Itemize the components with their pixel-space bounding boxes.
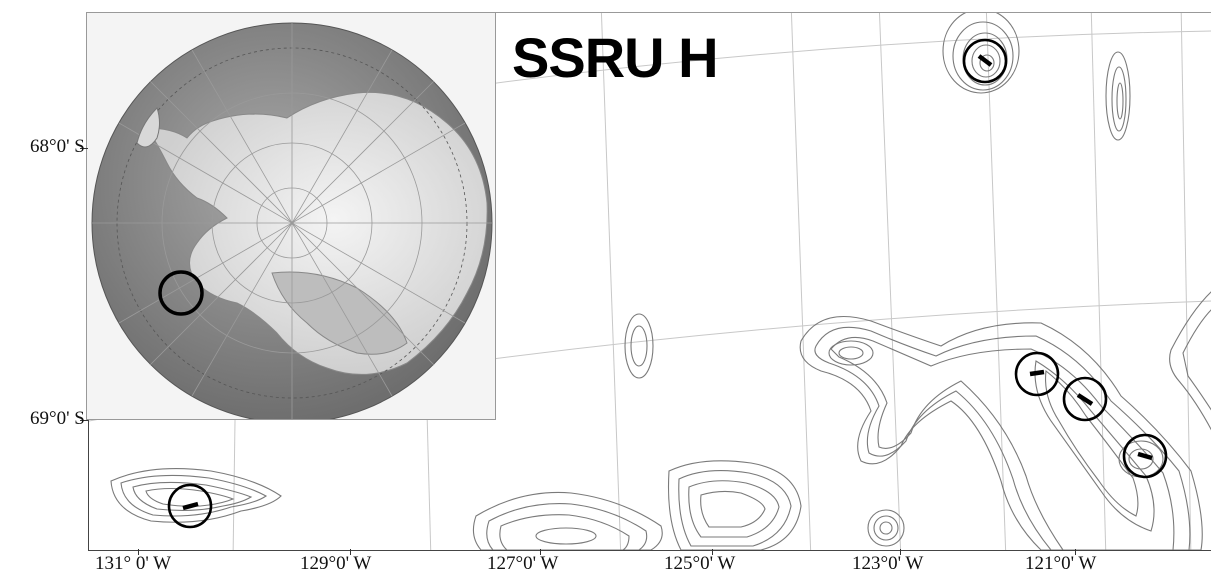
site-marker-circle bbox=[1122, 433, 1168, 479]
site-marker-circle bbox=[167, 483, 213, 529]
lat-tick bbox=[80, 148, 88, 149]
antarctica-overview-globe-icon bbox=[91, 22, 493, 419]
lon-tick bbox=[1075, 549, 1076, 555]
lat-label-68s: 68°0' S bbox=[30, 136, 85, 157]
lon-label-125w: 125°0' W bbox=[664, 553, 736, 574]
region-location-marker bbox=[158, 270, 204, 316]
lon-label-121w: 121°0' W bbox=[1025, 553, 1097, 574]
lat-label-69s: 69°0' S bbox=[30, 408, 85, 429]
lon-tick bbox=[900, 549, 901, 555]
map-title: SSRU H bbox=[512, 26, 719, 89]
site-marker-circle bbox=[962, 38, 1008, 84]
lon-tick bbox=[540, 549, 541, 555]
lon-label-129w: 129°0' W bbox=[300, 553, 372, 574]
site-marker-circle bbox=[1062, 376, 1108, 422]
lon-label-131w: 131° 0' W bbox=[95, 553, 172, 574]
lon-tick bbox=[138, 549, 139, 555]
lon-tick bbox=[712, 549, 713, 555]
contour-lines bbox=[110, 13, 1211, 550]
lon-tick bbox=[350, 549, 351, 555]
lat-tick bbox=[80, 420, 88, 421]
lon-label-127w: 127°0' W bbox=[487, 553, 559, 574]
antarctica-inset bbox=[86, 12, 496, 420]
sample-site-markers bbox=[167, 38, 1168, 529]
site-marker-circle bbox=[1014, 351, 1060, 397]
lon-label-123w: 123°0' W bbox=[852, 553, 924, 574]
